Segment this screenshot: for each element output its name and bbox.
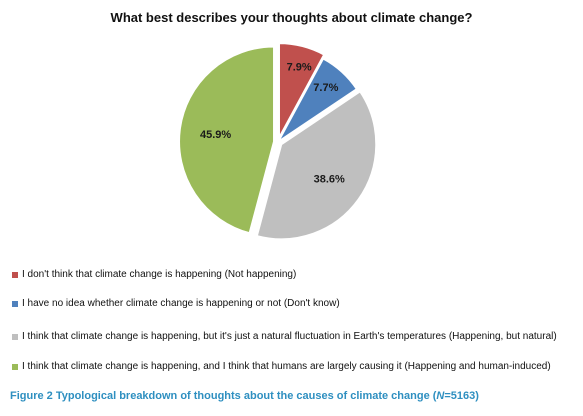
legend-label-not-happening: I don't think that climate change is hap… bbox=[22, 269, 297, 280]
pie-label-not-happening: 7.9% bbox=[287, 61, 312, 73]
caption-suffix: =5163) bbox=[444, 390, 479, 402]
pie-chart: 7.9%7.7% 38.6% 45.9% bbox=[178, 42, 378, 241]
legend-label-dont-know: I have no idea whether climate change is… bbox=[22, 298, 340, 309]
legend-item-not-happening: I don't think that climate change is hap… bbox=[12, 269, 296, 280]
pie-label-happening-natural: 38.6% bbox=[314, 174, 345, 186]
legend-swatch-not-happening bbox=[12, 271, 18, 278]
pie-slice-human-induced bbox=[178, 45, 276, 235]
figure-caption: Figure 2 Typological breakdown of though… bbox=[10, 390, 479, 402]
legend-item-human-induced: I think that climate change is happening… bbox=[12, 361, 551, 372]
legend-swatch-dont-know bbox=[12, 300, 18, 307]
caption-prefix: Figure 2 Typological breakdown of though… bbox=[10, 390, 437, 402]
caption-n-symbol: N bbox=[436, 390, 445, 402]
legend-label-human-induced: I think that climate change is happening… bbox=[22, 361, 551, 372]
legend-item-dont-know: I have no idea whether climate change is… bbox=[12, 298, 340, 309]
legend-swatch-happening-natural bbox=[12, 333, 18, 340]
chart-title: What best describes your thoughts about … bbox=[110, 10, 473, 25]
pie-label-dont-know: 7.7% bbox=[313, 82, 338, 94]
legend-swatch-human-induced bbox=[12, 363, 18, 370]
pie-slice-dont-know bbox=[277, 57, 359, 143]
legend-item-happening-natural: I think that climate change is happening… bbox=[12, 331, 557, 342]
pie-slice-not-happening bbox=[277, 42, 326, 139]
legend-label-happening-natural: I think that climate change is happening… bbox=[22, 331, 557, 342]
pie-slice-happening-natural bbox=[255, 89, 378, 241]
pie-label-human-induced: 45.9% bbox=[200, 129, 231, 141]
